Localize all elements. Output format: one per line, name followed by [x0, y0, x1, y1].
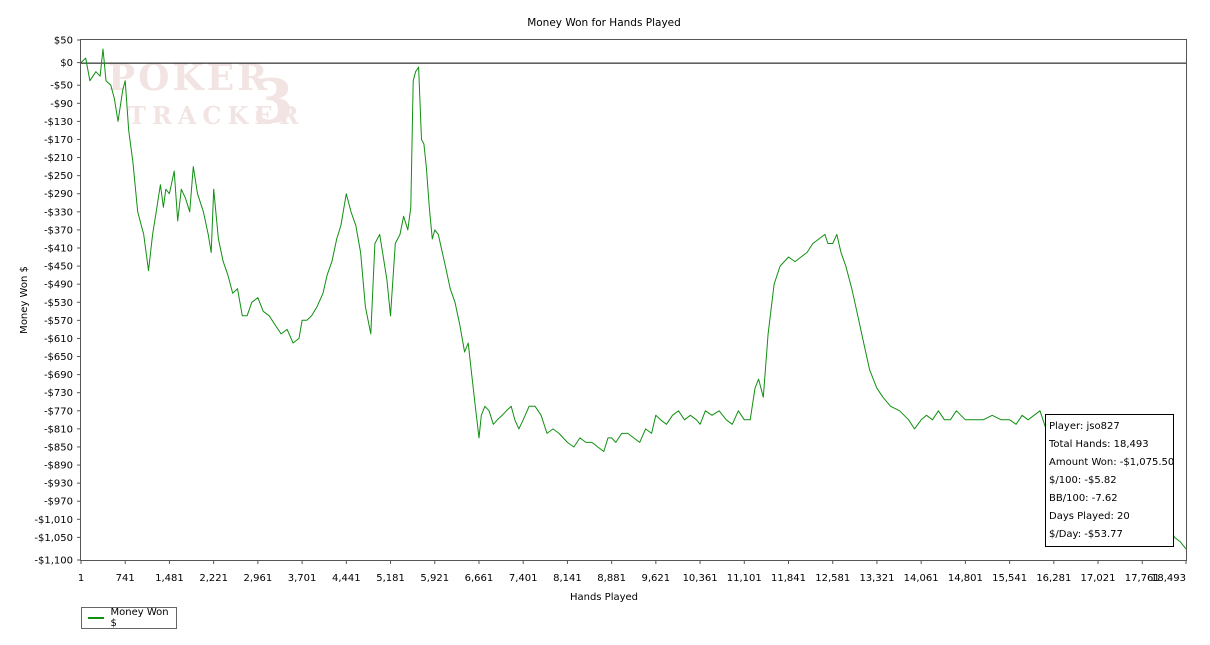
- x-tick-label: 17,761: [1125, 573, 1160, 584]
- y-tick-label: -$370: [44, 225, 73, 236]
- y-tick-label: -$810: [44, 424, 73, 435]
- x-tick-label: 741: [116, 573, 135, 584]
- y-tick-label: -$90: [50, 99, 73, 110]
- y-tick-label: -$130: [44, 117, 73, 128]
- x-tick-label: 2,221: [199, 573, 228, 584]
- y-tick-label: -$650: [44, 352, 73, 363]
- x-tick-label: 4,441: [332, 573, 361, 584]
- chart-title: Money Won for Hands Played: [527, 17, 681, 29]
- y-tick-label: -$850: [44, 442, 73, 453]
- stats-amount-won: Amount Won: -$1,075.50: [1049, 457, 1175, 468]
- x-tick-label: 12,581: [815, 573, 850, 584]
- stats-total-hands: Total Hands: 18,493: [1049, 439, 1149, 450]
- x-tick-label: 14,801: [948, 573, 983, 584]
- y-tick-label: -$970: [44, 497, 73, 508]
- y-tick-label: -$50: [50, 81, 73, 92]
- x-tick-label: 14,061: [904, 573, 939, 584]
- watermark-line1: POKER: [108, 57, 270, 99]
- x-tick-label: 16,281: [1036, 573, 1071, 584]
- x-tick-label: 7,401: [509, 573, 538, 584]
- y-tick-label: -$1,100: [34, 556, 73, 567]
- x-tick-label: 18,493: [1151, 573, 1186, 584]
- stats-bb-per-100: BB/100: -7.62: [1049, 493, 1118, 504]
- stats-days-played: Days Played: 20: [1049, 511, 1130, 522]
- y-tick-label: -$690: [44, 370, 73, 381]
- plot-area: [80, 39, 1187, 561]
- y-tick-label: -$530: [44, 298, 73, 309]
- y-tick-label: -$930: [44, 479, 73, 490]
- y-tick-label: -$250: [44, 171, 73, 182]
- x-tick-label: 11,841: [771, 573, 806, 584]
- y-tick-label: -$410: [44, 244, 73, 255]
- y-tick-label: $50: [54, 36, 73, 47]
- y-tick-label: -$890: [44, 461, 73, 472]
- x-tick-label: 6,661: [465, 573, 494, 584]
- stats-per-100: $/100: -$5.82: [1049, 475, 1117, 486]
- y-tick-label: -$290: [44, 189, 73, 200]
- x-tick-label: 17,021: [1081, 573, 1116, 584]
- y-tick-label: -$1,010: [34, 515, 73, 526]
- y-tick-label: -$730: [44, 388, 73, 399]
- x-tick-label: 1: [78, 573, 84, 584]
- watermark: POKER TRACKER 3: [108, 57, 305, 137]
- y-axis-title: Money Won $: [19, 266, 30, 334]
- y-tick-label: -$210: [44, 153, 73, 164]
- x-tick-label: 1,481: [155, 573, 184, 584]
- y-tick-label: -$570: [44, 316, 73, 327]
- y-tick-label: -$330: [44, 207, 73, 218]
- legend-swatch: [88, 617, 104, 619]
- stats-per-day: $/Day: -$53.77: [1049, 529, 1123, 540]
- x-tick-label: 11,101: [727, 573, 762, 584]
- player-stats-box: Player: jso827 Total Hands: 18,493 Amoun…: [1045, 414, 1174, 547]
- legend-label: Money Won $: [110, 607, 169, 629]
- x-tick-label: 2,961: [244, 573, 273, 584]
- watermark-line2: TRACKER: [128, 101, 305, 130]
- x-tick-label: 15,541: [992, 573, 1027, 584]
- y-tick-label: -$610: [44, 334, 73, 345]
- y-tick-label: -$490: [44, 280, 73, 291]
- y-tick-label: -$170: [44, 135, 73, 146]
- x-tick-label: 3,701: [288, 573, 317, 584]
- x-tick-label: 9,621: [642, 573, 671, 584]
- y-tick-label: $0: [60, 58, 73, 69]
- legend: Money Won $: [81, 607, 177, 629]
- series-line-money-won: [80, 48, 1187, 550]
- watermark-mark: 3: [252, 67, 294, 137]
- y-tick-label: -$450: [44, 262, 73, 273]
- x-tick-label: 5,921: [420, 573, 449, 584]
- x-tick-label: 5,181: [376, 573, 405, 584]
- stats-player: Player: jso827: [1049, 421, 1120, 432]
- y-tick-label: -$770: [44, 406, 73, 417]
- x-axis-title: Hands Played: [570, 592, 638, 603]
- x-tick-label: 10,361: [683, 573, 718, 584]
- y-tick-label: -$1,050: [34, 533, 73, 544]
- y-axis: $50 $0 -$50 -$90 -$130 -$170 -$210 -$250 -$290 -$…: [34, 36, 81, 567]
- x-axis: 1 741 1,481 2,221 2,961 3,701 4,441 5,181 5,921 6…: [78, 560, 1187, 584]
- series-layer: [80, 48, 1187, 550]
- x-tick-label: 8,881: [597, 573, 626, 584]
- x-tick-label: 8,141: [553, 573, 582, 584]
- x-tick-label: 13,321: [859, 573, 894, 584]
